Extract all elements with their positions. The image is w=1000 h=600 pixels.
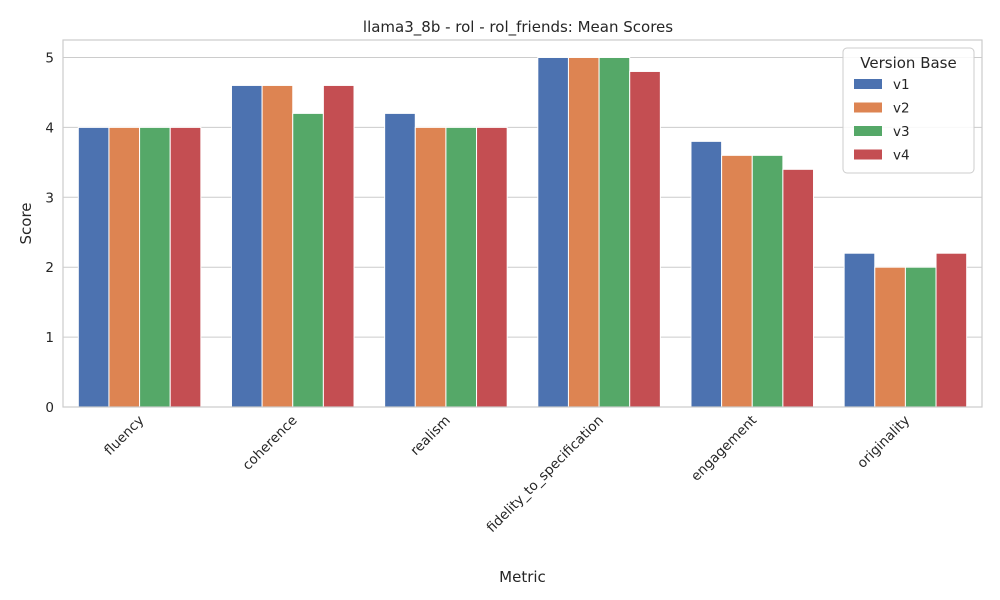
legend-swatch-v2 xyxy=(854,102,882,113)
bars xyxy=(77,56,968,408)
bar-v2-engagement xyxy=(721,154,753,408)
bar-v3-coherence xyxy=(292,112,324,408)
x-tick-label: originality xyxy=(854,413,913,472)
bar-v1-coherence xyxy=(230,84,263,408)
bar-v3-originality xyxy=(904,266,937,408)
legend-title: Version Base xyxy=(860,54,956,72)
y-tick-label: 5 xyxy=(45,50,54,66)
chart-title: llama3_8b - rol - rol_friends: Mean Scor… xyxy=(363,18,673,37)
y-tick-label: 1 xyxy=(45,330,54,346)
bar-v3-realism xyxy=(445,126,478,408)
bar-v1-fluency xyxy=(77,126,110,408)
x-tick-label: fidelity_to_specification xyxy=(484,413,607,536)
bar-v3-engagement xyxy=(751,154,784,408)
y-tick-label: 0 xyxy=(45,400,54,416)
bar-v4-originality xyxy=(935,252,968,408)
bar-v2-coherence xyxy=(261,84,294,408)
x-tick-label: engagement xyxy=(688,413,760,485)
bar-v4-fidelity_to_specification xyxy=(629,70,661,408)
bar-v1-engagement xyxy=(690,140,723,408)
y-tick-label: 3 xyxy=(45,190,54,206)
y-tick-label: 2 xyxy=(45,260,54,276)
legend-label-v4: v4 xyxy=(893,148,910,164)
legend-label-v3: v3 xyxy=(893,124,910,140)
x-tick-label: realism xyxy=(407,413,453,459)
x-tick-labels: fluency coherence realism fidelity_to_speci… xyxy=(101,413,913,536)
legend-label-v1: v1 xyxy=(893,77,910,93)
x-tick-label: coherence xyxy=(239,413,300,474)
bar-v4-engagement xyxy=(782,168,815,408)
x-axis-label: Metric xyxy=(499,568,546,586)
legend-swatch-v4 xyxy=(854,149,882,160)
bar-v3-fluency xyxy=(139,126,171,408)
bar-v2-fidelity_to_specification xyxy=(567,56,600,408)
legend-label-v2: v2 xyxy=(893,101,910,117)
bar-v1-realism xyxy=(384,112,416,408)
bar-v1-fidelity_to_specification xyxy=(537,56,569,408)
bar-v2-fluency xyxy=(108,126,141,408)
bar-v4-coherence xyxy=(322,84,355,408)
bar-v1-originality xyxy=(843,252,876,408)
bar-v3-fidelity_to_specification xyxy=(598,56,631,408)
bar-v4-fluency xyxy=(169,126,202,408)
bar-v4-realism xyxy=(476,126,508,408)
y-axis-label: Score xyxy=(17,202,35,244)
bar-v2-originality xyxy=(874,266,906,408)
legend-swatch-v3 xyxy=(854,126,882,136)
y-tick-labels: 0 1 2 3 4 5 xyxy=(45,50,54,416)
x-tick-label: fluency xyxy=(101,413,147,459)
plot-frame xyxy=(62,39,983,408)
y-tick-label: 4 xyxy=(45,120,54,136)
legend: Version Base v1 v2 v3 v4 xyxy=(842,47,975,174)
bar-v2-realism xyxy=(414,126,447,408)
legend-swatch-v1 xyxy=(854,79,882,89)
